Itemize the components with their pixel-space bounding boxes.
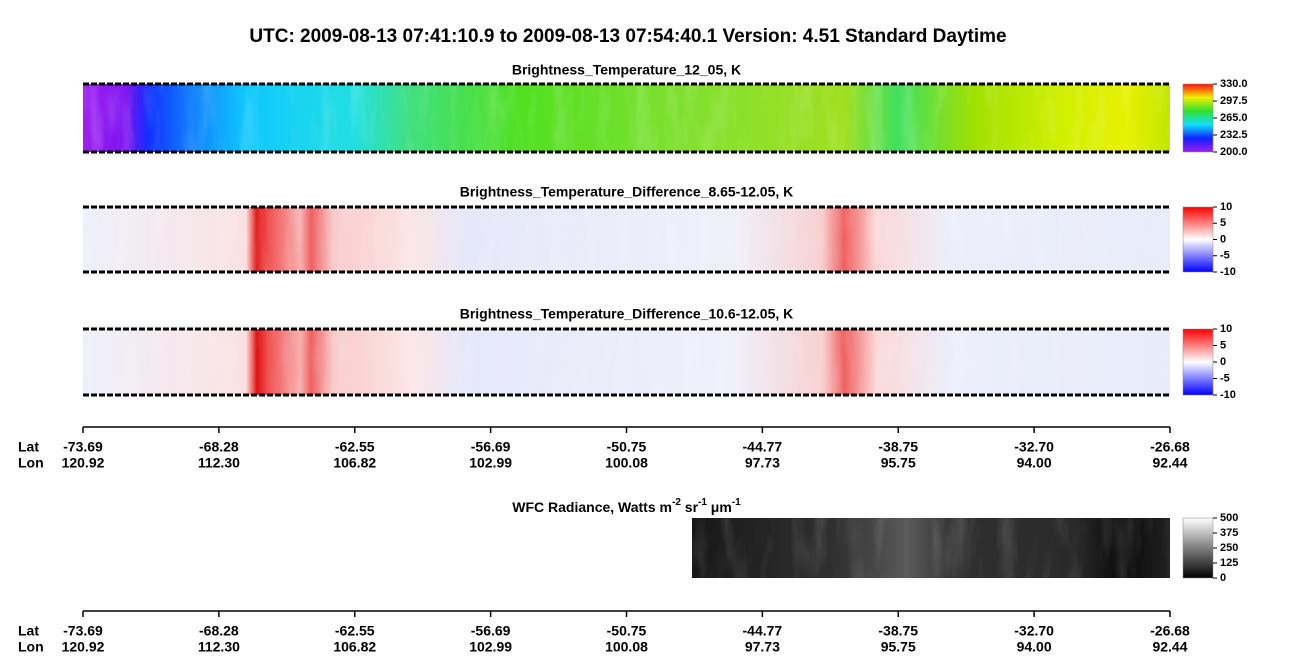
- lon-tick-label: 120.92: [62, 455, 105, 471]
- panel-title: Brightness_Temperature_Difference_10.6-1…: [460, 306, 794, 322]
- title-part: -1: [698, 497, 707, 508]
- lon-tick-label: 112.30: [198, 639, 240, 655]
- lon-tick-label: 95.75: [881, 639, 916, 655]
- image-texture: [83, 84, 1170, 152]
- colorbar-tick-label: 200.0: [1220, 146, 1248, 158]
- lon-tick-label: 97.73: [745, 455, 780, 471]
- colorbar: [1182, 328, 1214, 396]
- lon-tick-label: 95.75: [881, 455, 916, 471]
- colorbar-tick-label: 265.0: [1220, 112, 1248, 124]
- colorbar-tick-label: 500: [1220, 512, 1238, 524]
- lat-tick-label: -68.28: [199, 623, 239, 639]
- lon-tick-label: 94.00: [1017, 639, 1052, 655]
- axis-label: Lon: [18, 639, 44, 655]
- lat-tick-label: -32.70: [1014, 439, 1054, 455]
- colorbar-tick-label: 0: [1220, 233, 1226, 245]
- lat-tick-label: -62.55: [335, 439, 375, 455]
- axis-label: Lat: [18, 623, 39, 639]
- image-texture: [83, 207, 1170, 272]
- colorbar-tick-label: -5: [1220, 250, 1230, 262]
- lon-tick-label: 100.08: [605, 455, 648, 471]
- axis-label: Lon: [18, 455, 44, 471]
- lon-tick-label: 102.99: [469, 455, 512, 471]
- panel-title: WFC Radiance, Watts m-2 sr-1 μm-1: [512, 497, 741, 515]
- lat-tick-label: -44.77: [743, 439, 783, 455]
- colorbar-tick-label: 250: [1220, 542, 1238, 554]
- lat-tick-label: -50.75: [607, 623, 647, 639]
- lat-tick-label: -44.77: [743, 623, 783, 639]
- lat-tick-label: -73.69: [63, 623, 103, 639]
- lon-tick-label: 92.44: [1152, 455, 1187, 471]
- colorbar-tick-label: 5: [1220, 339, 1226, 351]
- lat-tick-label: -73.69: [63, 439, 103, 455]
- lon-tick-label: 100.08: [605, 639, 648, 655]
- colorbar-tick-label: 10: [1220, 201, 1232, 213]
- axis-label: Lat: [18, 439, 39, 455]
- lat-tick-label: -68.28: [199, 439, 239, 455]
- panel-title: Brightness_Temperature_12_05, K: [512, 62, 741, 78]
- lat-tick-label: -50.75: [607, 439, 647, 455]
- colorbar: [1182, 83, 1214, 153]
- lon-tick-label: 106.82: [333, 639, 376, 655]
- title-part: -1: [732, 497, 741, 508]
- lat-tick-label: -38.75: [878, 439, 918, 455]
- lon-tick-label: 94.00: [1017, 455, 1052, 471]
- lat-tick-label: -56.69: [471, 623, 511, 639]
- lon-tick-label: 120.92: [62, 639, 105, 655]
- colorbar-tick-label: 330.0: [1220, 78, 1248, 90]
- image-texture: [692, 518, 1170, 578]
- lon-tick-label: 92.44: [1152, 639, 1187, 655]
- colorbar-tick-label: 232.5: [1220, 129, 1248, 141]
- title-part: μm: [707, 499, 732, 515]
- colorbar-tick-label: 0: [1220, 356, 1226, 368]
- lon-tick-label: 102.99: [469, 639, 512, 655]
- lat-tick-label: -26.68: [1150, 623, 1190, 639]
- lat-tick-label: -38.75: [878, 623, 918, 639]
- title-part: sr: [681, 499, 699, 515]
- image-texture: [83, 329, 1170, 395]
- lat-tick-label: -62.55: [335, 623, 375, 639]
- title: UTC: 2009-08-13 07:41:10.9 to 2009-08-13…: [249, 26, 1006, 47]
- lat-tick-label: -26.68: [1150, 439, 1190, 455]
- lon-tick-label: 106.82: [333, 455, 376, 471]
- colorbar-tick-label: 375: [1220, 527, 1238, 539]
- colorbar: [1182, 206, 1214, 273]
- lon-tick-label: 112.30: [198, 455, 240, 471]
- panel-title: Brightness_Temperature_Difference_8.65-1…: [460, 184, 794, 200]
- colorbar-tick-label: -5: [1220, 372, 1230, 384]
- colorbar-tick-label: 297.5: [1220, 95, 1248, 107]
- lon-tick-label: 97.73: [745, 639, 780, 655]
- colorbar-tick-label: 5: [1220, 217, 1226, 229]
- lat-tick-label: -56.69: [471, 439, 511, 455]
- colorbar-tick-label: 0: [1220, 572, 1226, 584]
- colorbar-tick-label: -10: [1220, 389, 1236, 401]
- title-part: WFC Radiance, Watts m: [512, 499, 672, 515]
- colorbar-tick-label: 10: [1220, 323, 1232, 335]
- colorbar-tick-label: -10: [1220, 266, 1236, 278]
- title-part: -2: [672, 497, 681, 508]
- lat-tick-label: -32.70: [1014, 623, 1054, 639]
- colorbar: [1182, 517, 1214, 579]
- colorbar-tick-label: 125: [1220, 557, 1238, 569]
